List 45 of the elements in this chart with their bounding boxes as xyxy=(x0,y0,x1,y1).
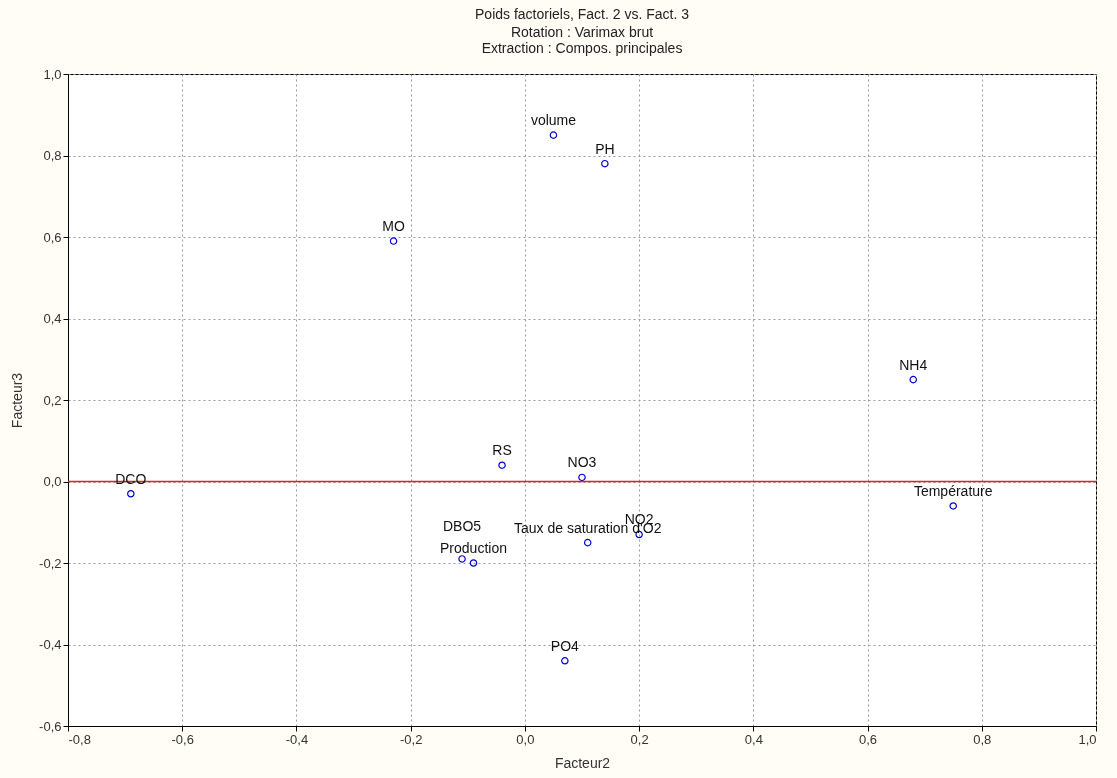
chart-subtitle: Rotation : Varimax brut Extraction : Compos. principales xyxy=(481,24,683,56)
x-tick-label: -0,8 xyxy=(68,731,91,747)
point xyxy=(909,375,918,384)
annotation: NH4 xyxy=(899,356,928,373)
point xyxy=(561,657,569,665)
annotation: MO xyxy=(382,218,405,235)
annotation: Température xyxy=(913,482,993,499)
point xyxy=(127,489,135,498)
annotation: PO4 xyxy=(550,637,580,654)
y-tick-label: 0,6 xyxy=(43,229,62,245)
annotation: volume xyxy=(530,112,577,129)
annotation: DBO5 xyxy=(443,517,482,534)
y-tick-label: 1,0 xyxy=(43,66,62,82)
y-axis-title: Facteur3 xyxy=(9,372,26,429)
y-tick-label: 0,2 xyxy=(43,392,62,408)
point xyxy=(583,538,592,547)
annotation: NO3 xyxy=(567,454,597,471)
point xyxy=(949,502,957,510)
x-tick-label: -0,2 xyxy=(399,731,423,747)
y-tick-label: -0,6 xyxy=(39,718,62,734)
y-tick-label: -0,4 xyxy=(39,637,62,652)
x-tick-label: 0,6 xyxy=(859,731,878,747)
chart-title: Poids factoriels, Fact. 2 vs. Fact. 3 xyxy=(475,6,690,22)
annotation: RS xyxy=(492,442,512,459)
x-tick-label: 0,4 xyxy=(744,731,763,747)
x-tick-label: 0,8 xyxy=(973,731,992,747)
x-tick-label: 1,0 xyxy=(1078,731,1097,747)
y-tick-label: 0,0 xyxy=(43,474,62,489)
x-axis-title: Facteur2 xyxy=(554,754,611,771)
point xyxy=(549,131,558,139)
point xyxy=(498,461,506,469)
x-tick-label: -0,4 xyxy=(285,731,309,747)
point xyxy=(458,555,466,563)
x-tick-label: 0,0 xyxy=(516,731,535,747)
annotation: Production xyxy=(440,540,507,556)
x-tick-label: -0,6 xyxy=(171,731,194,747)
annotation: PH xyxy=(595,140,615,157)
y-tick-label: 0,8 xyxy=(43,148,62,163)
y-tick-label: -0,2 xyxy=(39,555,62,571)
point xyxy=(469,559,478,567)
x-tick-label: 0,2 xyxy=(630,731,649,747)
y-tick-label: 0,4 xyxy=(43,311,62,326)
point xyxy=(389,237,398,245)
point xyxy=(578,473,586,482)
point xyxy=(601,159,609,168)
